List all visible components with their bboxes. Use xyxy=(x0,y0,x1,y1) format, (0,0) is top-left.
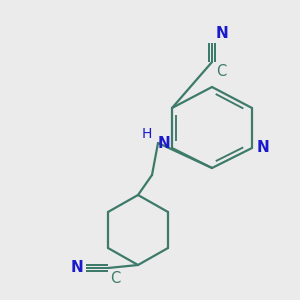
Text: N: N xyxy=(257,140,270,155)
Text: C: C xyxy=(110,271,120,286)
Text: C: C xyxy=(216,64,226,79)
Text: N: N xyxy=(158,136,171,151)
Text: H: H xyxy=(142,127,152,141)
Text: N: N xyxy=(216,26,229,41)
Text: N: N xyxy=(70,260,83,275)
